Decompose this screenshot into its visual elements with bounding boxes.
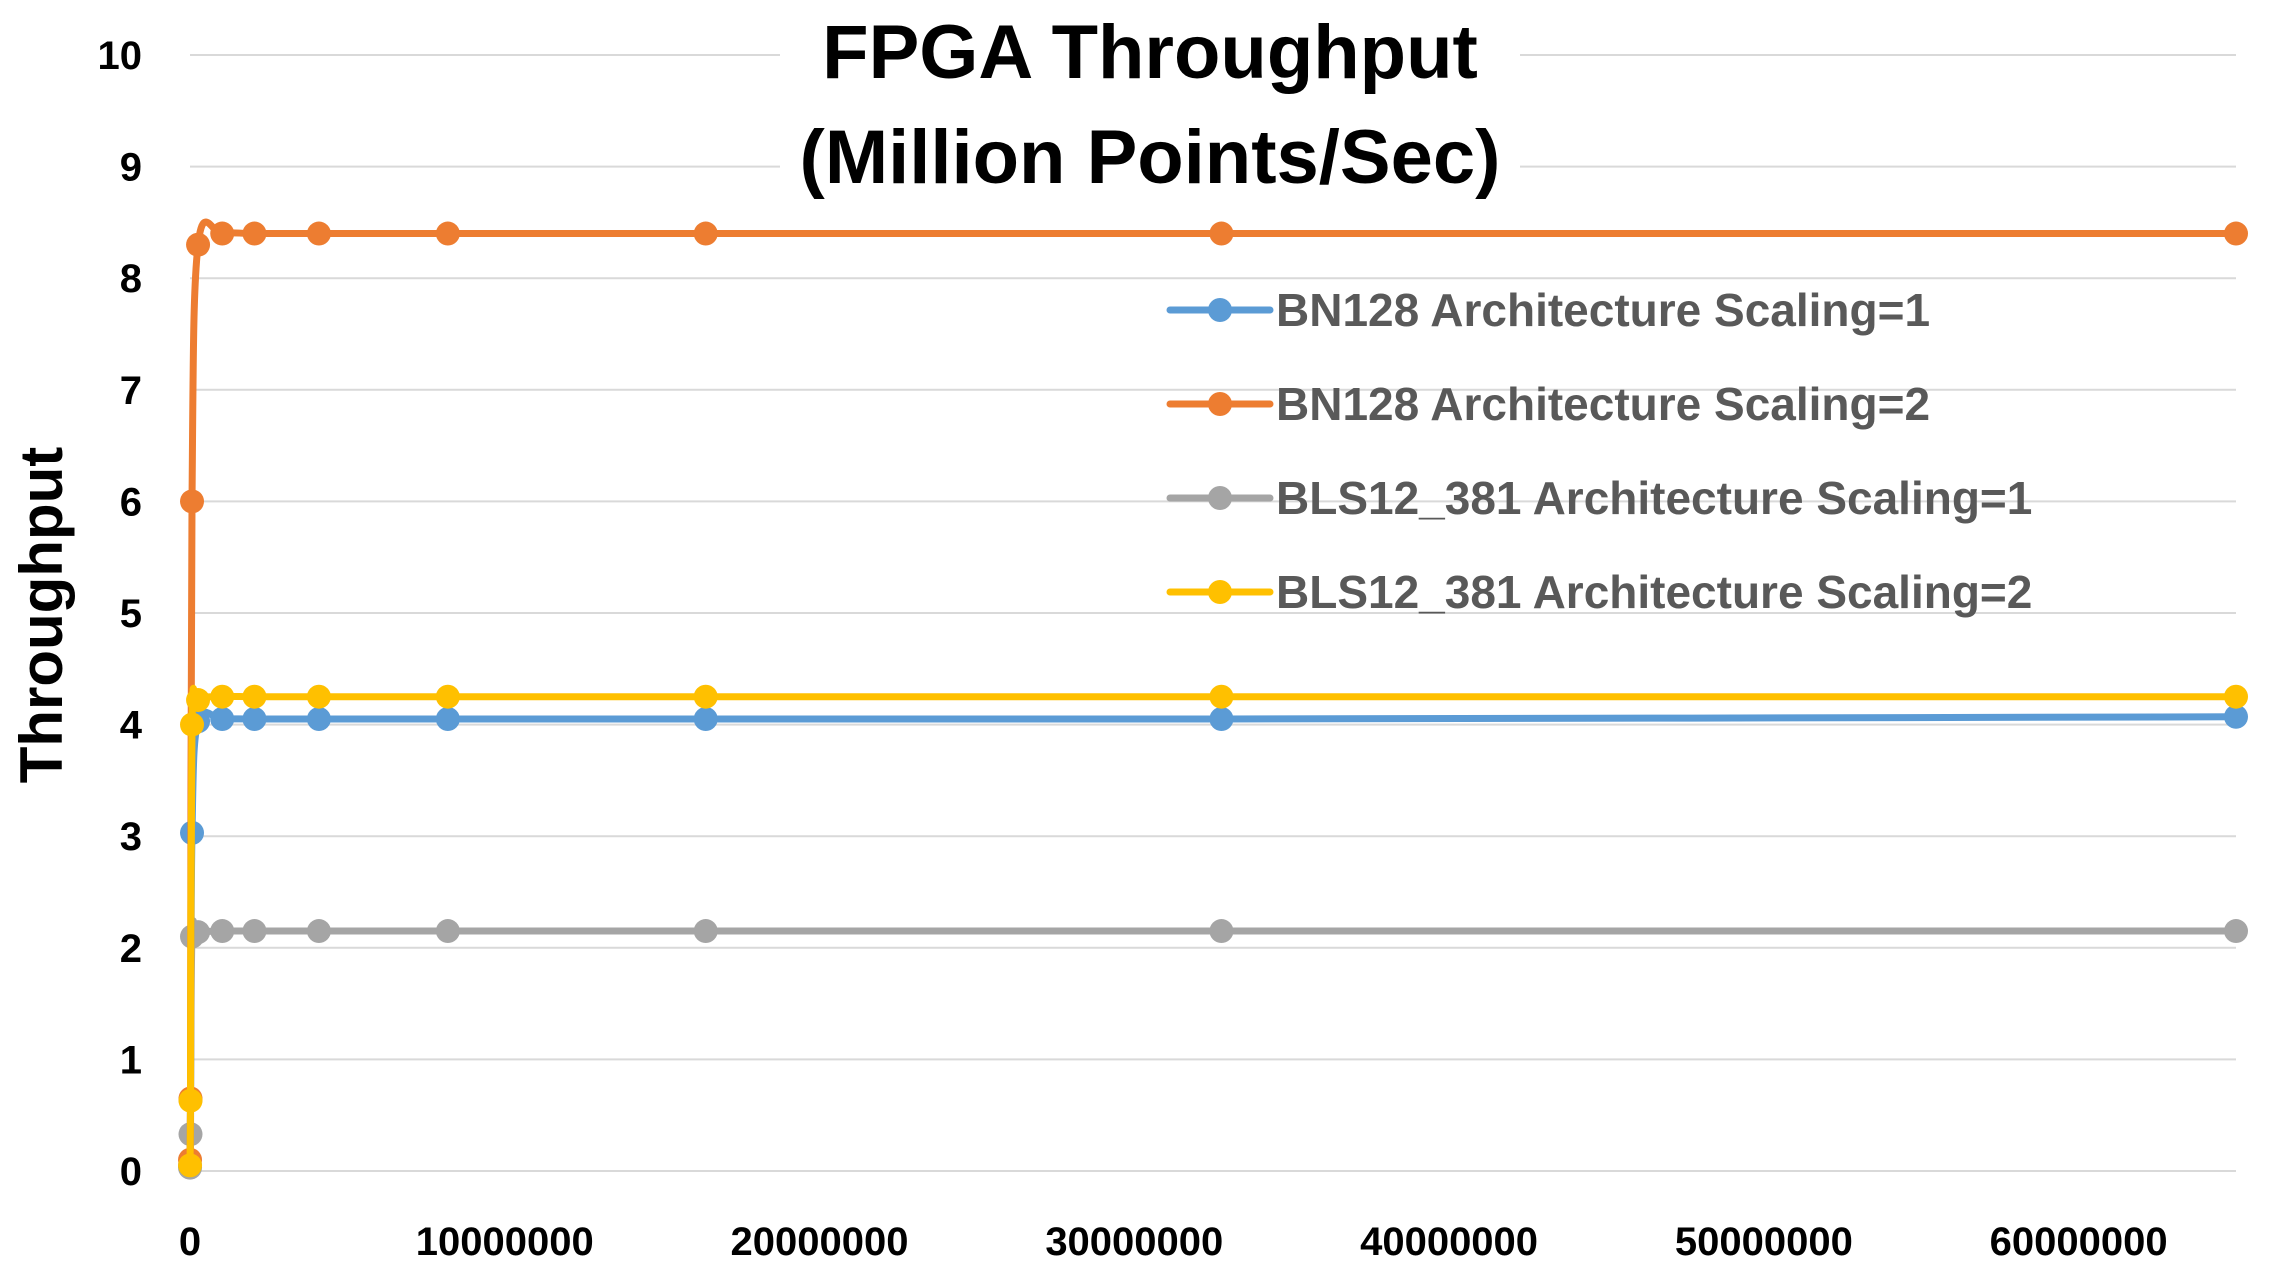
data-point [1209,707,1234,732]
legend-item: BLS12_381 Architecture Scaling=1 [1166,472,2032,524]
x-tick-label: 50000000 [1675,1220,1853,1264]
data-point [2224,704,2248,729]
legend-label: BN128 Architecture Scaling=2 [1276,378,1930,430]
data-point [306,221,331,246]
y-tick-label: 4 [120,704,143,748]
data-point [306,707,331,732]
title-background [780,18,1520,203]
x-tick-label: 20000000 [731,1220,909,1264]
legend-swatch-marker [1208,486,1232,510]
data-point [435,684,460,709]
data-point [693,707,718,732]
data-point [693,684,718,709]
data-point [1209,919,1234,944]
data-point [186,232,211,257]
y-tick-label: 8 [120,257,142,301]
chart-title-line2: (Million Points/Sec) [800,115,1501,200]
chart-title: FPGA Throughput (Million Points/Sec) [780,10,1520,203]
y-tick-label: 0 [120,1150,142,1194]
x-tick-label: 10000000 [416,1220,594,1264]
x-tick-label: 40000000 [1360,1220,1538,1264]
legend-item: BN128 Architecture Scaling=1 [1166,284,1930,336]
y-tick-label: 7 [120,369,142,413]
y-tick-label: 5 [120,592,142,636]
y-tick-label: 3 [120,815,142,859]
data-point [435,221,460,246]
chart-title-line1: FPGA Throughput [822,10,1478,95]
data-point [210,684,235,709]
data-point [242,684,267,709]
data-point [693,221,718,246]
data-point [242,707,267,732]
x-tick-label: 30000000 [1045,1220,1223,1264]
y-tick-label: 10 [98,34,143,78]
data-point [210,919,235,944]
legend-label: BLS12_381 Architecture Scaling=1 [1276,472,2032,524]
y-tick-label: 9 [120,146,142,190]
data-point [180,712,205,737]
legend: BN128 Architecture Scaling=1 BN128 Archit… [1166,284,2032,618]
data-point [306,684,331,709]
data-point [210,707,235,732]
data-point [435,919,460,944]
legend-label: BN128 Architecture Scaling=1 [1276,284,1930,336]
x-axis-ticks: 0 10000000 20000000 30000000 40000000 5000000… [179,1220,2168,1264]
y-tick-label: 2 [120,927,142,971]
data-point [180,489,205,514]
data-point [435,707,460,732]
y-axis-label: Throughput [8,447,75,784]
data-point [693,919,718,944]
legend-item: BN128 Architecture Scaling=2 [1166,378,1930,430]
series-layer [178,218,2248,1180]
data-point [178,1153,203,1178]
data-point [242,919,267,944]
data-point [1209,684,1234,709]
legend-label: BLS12_381 Architecture Scaling=2 [1276,566,2032,618]
data-point [186,688,211,713]
y-tick-label: 1 [120,1038,142,1082]
x-tick-label: 0 [179,1220,201,1264]
data-point [2224,684,2248,709]
data-point [210,221,235,246]
y-tick-label: 6 [120,480,142,524]
series-1 [178,704,2248,1178]
data-point [178,1088,203,1113]
legend-item: BLS12_381 Architecture Scaling=2 [1166,566,2032,618]
legend-swatch-marker [1208,580,1232,604]
data-point [2224,919,2248,944]
x-tick-label: 60000000 [1990,1220,2168,1264]
y-axis-ticks: 0 1 2 3 4 5 6 7 8 9 10 [98,34,143,1194]
series-line [186,917,2240,1172]
data-point [1209,221,1234,246]
data-point [306,919,331,944]
legend-swatch-marker [1208,298,1232,322]
series-4 [178,684,2248,1178]
series-line [186,684,2240,1169]
series-3 [178,917,2248,1180]
data-point [2224,221,2248,246]
data-point [242,221,267,246]
legend-swatch-marker [1208,392,1232,416]
